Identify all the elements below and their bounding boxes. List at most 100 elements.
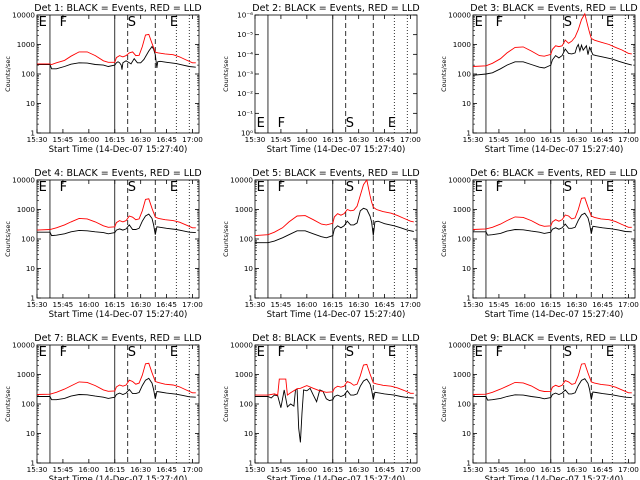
- series-lld: [472, 12, 632, 67]
- x-tick-label: 16:45: [374, 135, 395, 144]
- series-events: [473, 378, 632, 401]
- x-tick-label: 17:00: [182, 300, 203, 309]
- event-marker-E: E: [170, 180, 178, 195]
- panel-6: Det 6: BLACK = Events, RED = LLD 1 10 100 10…: [440, 168, 639, 320]
- y-tick-label: 100: [457, 235, 471, 244]
- x-tick-label: 15:30: [245, 465, 266, 474]
- panel-3: Det 3: BLACK = Events, RED = LLD 1 10 100 10…: [440, 3, 639, 155]
- x-tick-label: 16:15: [104, 135, 125, 144]
- y-tick-label: 10000: [230, 341, 253, 350]
- x-axis-label: Start Time (14-Dec-07 15:27:40): [49, 310, 188, 320]
- event-marker-E: E: [257, 345, 265, 360]
- y-axis-label: Counts/sec: [440, 221, 448, 257]
- event-marker-E: E: [388, 345, 396, 360]
- y-tick-label: 10: [462, 264, 472, 273]
- y-tick-label: 10⁻⁶: [237, 11, 253, 20]
- panel-2: Det 2: BLACK = Events, RED = LLD 10⁰ 10⁻¹ 1…: [222, 3, 421, 155]
- x-tick-label: 17:00: [182, 465, 203, 474]
- panel-title: Det 6: BLACK = Events, RED = LLD: [470, 168, 637, 179]
- x-axis-label: Start Time (14-Dec-07 15:27:40): [485, 475, 624, 480]
- y-axis-label: Counts/sec: [440, 386, 448, 422]
- y-tick-label: 10: [462, 99, 472, 108]
- y-tick-label: 100: [21, 70, 35, 79]
- panel-title: Det 7: BLACK = Events, RED = LLD: [34, 333, 201, 344]
- x-tick-label: 15:45: [271, 135, 292, 144]
- event-marker-F: F: [60, 180, 67, 195]
- x-tick-label: 16:00: [296, 300, 317, 309]
- event-marker-S: S: [564, 345, 572, 360]
- x-tick-label: 16:15: [322, 135, 343, 144]
- y-tick-label: 10000: [12, 341, 35, 350]
- y-tick-label: 100: [239, 400, 253, 409]
- series-lld: [36, 362, 196, 395]
- y-tick-label: 10: [26, 429, 36, 438]
- series-events: [37, 377, 196, 401]
- x-axis-label: Start Time (14-Dec-07 15:27:40): [485, 310, 624, 320]
- series-lld: [472, 363, 632, 395]
- event-marker-E: E: [606, 345, 614, 360]
- event-marker-S: S: [564, 15, 572, 30]
- x-tick-label: 16:45: [156, 135, 177, 144]
- event-marker-E: E: [388, 180, 396, 195]
- y-tick-label: 10: [244, 264, 254, 273]
- x-tick-label: 16:00: [78, 135, 99, 144]
- x-tick-label: 16:30: [130, 300, 151, 309]
- x-tick-label: 16:45: [156, 465, 177, 474]
- x-tick-label: 16:45: [592, 465, 613, 474]
- event-marker-E: E: [39, 15, 47, 30]
- y-tick-label: 1000: [235, 370, 254, 379]
- x-tick-label: 16:15: [104, 465, 125, 474]
- x-tick-label: 16:30: [566, 135, 587, 144]
- x-tick-label: 16:00: [514, 135, 535, 144]
- y-tick-label: 1: [30, 294, 35, 303]
- y-tick-label: 1000: [453, 205, 472, 214]
- y-axis-label: Counts/sec: [440, 56, 448, 92]
- event-marker-E: E: [388, 116, 396, 131]
- y-tick-label: 100: [21, 235, 35, 244]
- panel-1: Det 1: BLACK = Events, RED = LLD 1 10 100 10…: [4, 3, 203, 155]
- y-tick-label: 10⁻³: [237, 70, 253, 79]
- x-tick-label: 16:45: [374, 300, 395, 309]
- x-tick-label: 15:30: [463, 135, 484, 144]
- series-lld: [254, 178, 414, 237]
- x-tick-label: 15:30: [463, 300, 484, 309]
- x-tick-label: 16:15: [540, 300, 561, 309]
- x-tick-label: 17:00: [618, 135, 639, 144]
- x-tick-label: 16:15: [104, 300, 125, 309]
- x-tick-label: 15:30: [245, 135, 266, 144]
- y-tick-label: 10000: [448, 176, 471, 185]
- panel-title: Det 2: BLACK = Events, RED = LLD: [252, 3, 419, 14]
- plot-frame: [36, 14, 200, 134]
- x-axis-label: Start Time (14-Dec-07 15:27:40): [49, 145, 188, 155]
- event-marker-E: E: [606, 15, 614, 30]
- x-tick-label: 15:45: [53, 300, 74, 309]
- y-tick-label: 10: [244, 429, 254, 438]
- x-tick-label: 15:45: [53, 135, 74, 144]
- y-axis-label: Counts/sec: [4, 221, 12, 257]
- y-tick-label: 1000: [453, 40, 472, 49]
- event-marker-F: F: [496, 15, 503, 30]
- x-tick-label: 16:15: [322, 465, 343, 474]
- panel-4: Det 4: BLACK = Events, RED = LLD 1 10 100 10…: [4, 168, 203, 320]
- x-tick-label: 16:00: [296, 135, 317, 144]
- x-axis-label: Start Time (14-Dec-07 15:27:40): [485, 145, 624, 155]
- panel-5: Det 5: BLACK = Events, RED = LLD 1 10 100 10…: [222, 168, 421, 320]
- event-marker-E: E: [475, 15, 483, 30]
- event-marker-E: E: [475, 345, 483, 360]
- x-tick-label: 16:15: [322, 300, 343, 309]
- y-tick-label: 10000: [12, 11, 35, 20]
- x-tick-label: 16:30: [348, 465, 369, 474]
- x-tick-label: 16:30: [130, 135, 151, 144]
- x-tick-label: 15:45: [489, 300, 510, 309]
- series-lld: [255, 363, 414, 396]
- event-marker-S: S: [564, 180, 572, 195]
- y-axis-label: Counts/sec: [222, 221, 230, 257]
- x-axis-label: Start Time (14-Dec-07 15:27:40): [49, 475, 188, 480]
- y-tick-label: 1: [248, 459, 253, 468]
- event-marker-F: F: [278, 116, 285, 131]
- x-tick-label: 16:00: [78, 465, 99, 474]
- x-tick-label: 16:30: [348, 135, 369, 144]
- x-tick-label: 17:00: [182, 135, 203, 144]
- x-tick-label: 16:15: [540, 135, 561, 144]
